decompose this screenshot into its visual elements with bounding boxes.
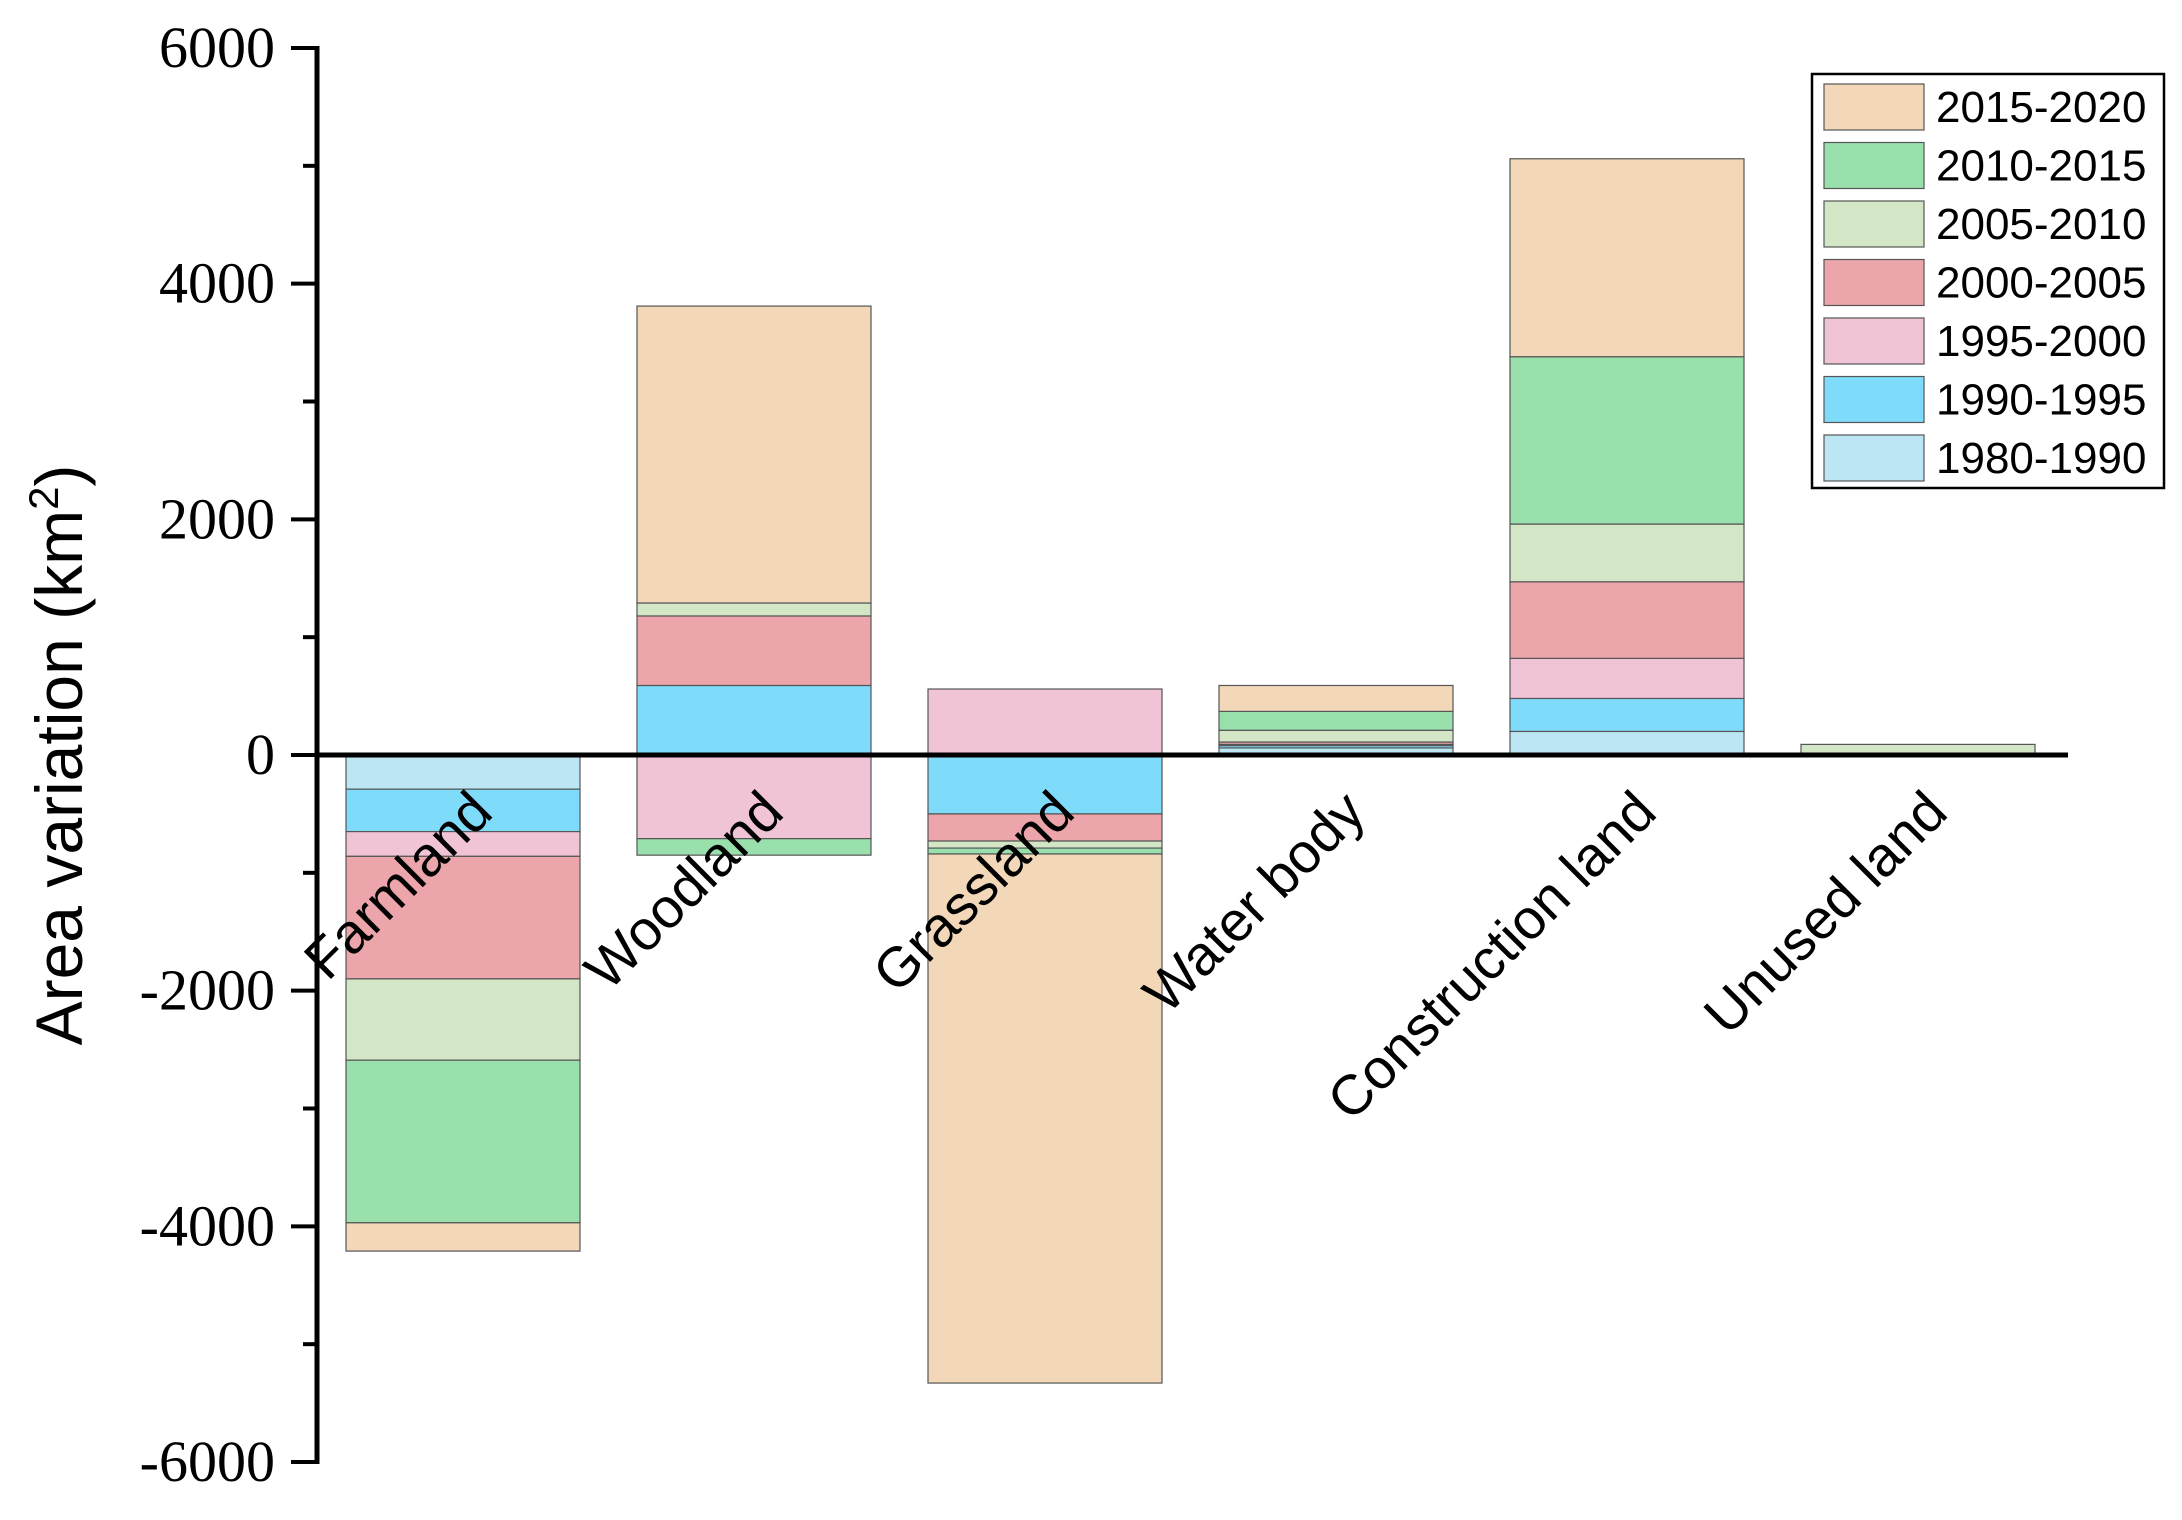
legend: 2015-2020 2010-2015 2005-2010 2000-2005 1995… [1810,72,2166,490]
legend-label-2010-2015: 2010-2015 [1936,142,2146,191]
bar-segment-woodland-2005-2010 [636,602,872,617]
bar-segment-grassland-2015-2020 [927,853,1163,1384]
bar-segment-grassland-1995-2000 [927,688,1163,756]
legend-swatch-2015-2020 [1823,83,1925,131]
y-axis-title: Area variation (km2) [20,465,96,1046]
legend-label-1980-1990: 1980-1990 [1936,434,2146,483]
y-tick-label: -2000 [140,958,275,1023]
bar-segment-woodland-1995-2000 [636,754,872,840]
bar-segment-construction-land-1995-2000 [1509,657,1745,700]
bar-segment-woodland-2015-2020 [636,305,872,604]
bar-segment-construction-land-1980-1990 [1509,730,1745,756]
y-axis-title-main: Area variation (km [22,510,96,1046]
y-tick-label: 0 [246,722,275,787]
bar-segment-water-body-2010-2015 [1218,710,1454,731]
legend-swatch-2000-2005 [1823,258,1925,307]
y-tick-label: -4000 [140,1193,275,1258]
bar-segment-woodland-2010-2015 [636,838,872,856]
bar-segment-farmland-2000-2005 [345,855,581,980]
y-axis-title-superscript: 2 [20,487,67,510]
y-tick-label: 6000 [159,15,275,80]
bar-segment-farmland-1990-1995 [345,788,581,833]
category-label-water-body: Water body [1131,779,1377,1025]
bar-segment-construction-land-1990-1995 [1509,697,1745,733]
legend-label-1995-2000: 1995-2000 [1936,317,2146,366]
bar-segment-farmland-2005-2010 [345,978,581,1061]
legend-swatch-1980-1990 [1823,434,1925,482]
y-tick-label: 4000 [159,251,275,316]
legend-swatch-2010-2015 [1823,141,1925,190]
legend-label-1990-1995: 1990-1995 [1936,376,2146,425]
category-label-unused-land: Unused land [1692,779,1959,1046]
y-tick-label: -6000 [140,1429,275,1494]
bar-segment-farmland-2010-2015 [345,1059,581,1224]
bar-segment-woodland-1990-1995 [636,684,872,756]
legend-swatch-1990-1995 [1823,375,1925,424]
bar-segment-construction-land-2015-2020 [1509,158,1745,358]
legend-label-2005-2010: 2005-2010 [1936,200,2146,249]
legend-label-2000-2005: 2000-2005 [1936,259,2146,308]
legend-swatch-2005-2010 [1823,200,1925,248]
bar-segment-farmland-2015-2020 [345,1222,581,1252]
y-axis: 6000 4000 2000 0 -2000 -4000 -6000 [140,15,320,1494]
y-axis-title-suffix: ) [22,465,96,487]
legend-swatch-1995-2000 [1823,317,1925,365]
y-tick-label: 2000 [159,486,275,551]
bar-segment-construction-land-2005-2010 [1509,523,1745,583]
legend-label-2015-2020: 2015-2020 [1936,83,2146,132]
bar-segment-water-body-2015-2020 [1218,684,1454,713]
bar-segment-construction-land-2010-2015 [1509,356,1745,525]
bar-segment-water-body-2005-2010 [1218,729,1454,743]
bars-layer [345,158,2036,1384]
bar-segment-farmland-1980-1990 [345,754,581,790]
bar-segment-woodland-2000-2005 [636,615,872,687]
bar-segment-construction-land-2000-2005 [1509,581,1745,659]
bar-segment-grassland-2000-2005 [927,813,1163,842]
